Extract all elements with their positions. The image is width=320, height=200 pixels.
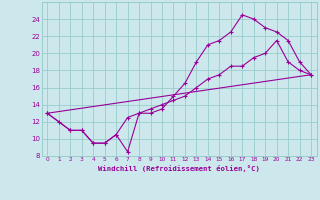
X-axis label: Windchill (Refroidissement éolien,°C): Windchill (Refroidissement éolien,°C) <box>98 165 260 172</box>
